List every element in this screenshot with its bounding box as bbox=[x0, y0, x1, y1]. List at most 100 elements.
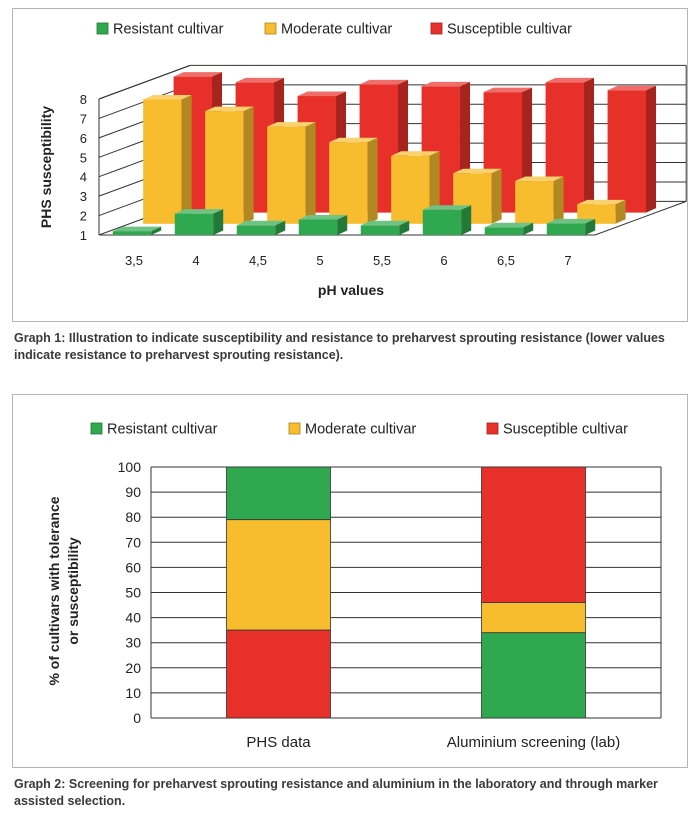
bar-side bbox=[585, 218, 596, 235]
graph2-caption: Graph 2: Screening for preharvest sprout… bbox=[14, 777, 658, 808]
y-tick-label: 7 bbox=[80, 111, 87, 126]
x-tick-label: 6,5 bbox=[497, 253, 515, 268]
legend-item: Susceptible cultivar bbox=[430, 22, 572, 38]
bar-top bbox=[545, 77, 595, 83]
bar-top bbox=[329, 137, 378, 143]
series-2 bbox=[226, 466, 586, 719]
bar-front bbox=[143, 99, 182, 224]
bar-top bbox=[359, 79, 409, 85]
y-tick-label: 30 bbox=[125, 635, 141, 651]
x-tick-label: 3,5 bbox=[125, 253, 143, 268]
bar-top bbox=[391, 151, 440, 156]
y-tick-label: 10 bbox=[125, 685, 141, 701]
bar-side bbox=[461, 205, 472, 235]
bar-front bbox=[174, 213, 214, 235]
series-0 bbox=[112, 205, 596, 235]
y-tick-label: 8 bbox=[80, 92, 87, 107]
y-axis-title: % of cultivars with tolerance or suscepti… bbox=[46, 496, 81, 685]
legend-item: Moderate cultivar bbox=[264, 22, 392, 38]
y-axis-title: PHS susceptibility bbox=[38, 106, 54, 228]
bar-front bbox=[546, 223, 586, 235]
y-tick-label: 20 bbox=[125, 660, 141, 676]
legend-label: Resistant cultivar bbox=[107, 422, 218, 438]
bar-top bbox=[297, 91, 347, 97]
y-tick-label: 80 bbox=[125, 509, 141, 525]
bar-top bbox=[577, 199, 626, 205]
graph1-chart: 1 2 3 4 5 6 7 8 3,5 4 4,5 5 5,5 6 6,5 7 pH values PHS sus… bbox=[38, 22, 687, 298]
bar-side bbox=[491, 168, 502, 224]
bar bbox=[267, 122, 316, 224]
y-tick-label: 70 bbox=[125, 534, 141, 550]
top-side-edge bbox=[98, 64, 191, 100]
y-tick-label: 3 bbox=[80, 189, 87, 204]
stacked-segment bbox=[226, 519, 331, 631]
y-tick-label: 5 bbox=[80, 150, 87, 165]
graph1-panel: 1 2 3 4 5 6 7 8 3,5 4 4,5 5 5,5 6 6,5 7 pH values PHS sus… bbox=[12, 8, 688, 322]
legend-label: Moderate cultivar bbox=[305, 422, 416, 438]
bar-side bbox=[615, 199, 626, 224]
stacked-segment bbox=[481, 632, 586, 719]
legend-swatch bbox=[90, 422, 103, 435]
y-tick-label: 100 bbox=[118, 459, 142, 475]
floor-right-edge bbox=[594, 200, 687, 236]
bar-front bbox=[515, 181, 554, 224]
x-tick-label: 6 bbox=[440, 253, 447, 268]
y-axis-title-line: or susceptibility bbox=[65, 537, 81, 645]
bar-top bbox=[112, 226, 162, 232]
bar-side bbox=[181, 94, 192, 224]
bar-side bbox=[523, 222, 534, 235]
bar-front bbox=[298, 219, 338, 235]
bar-side bbox=[553, 176, 564, 224]
legend-item: Resistant cultivar bbox=[90, 422, 218, 438]
y-tick-label: 6 bbox=[80, 131, 87, 146]
bar-side bbox=[367, 137, 378, 224]
bar bbox=[422, 205, 472, 235]
y-axis-title-line: % of cultivars with tolerance bbox=[46, 496, 62, 685]
x-tick-label: PHS data bbox=[246, 734, 311, 751]
y-tick-label: 90 bbox=[125, 484, 141, 500]
stacked-segment bbox=[481, 602, 586, 634]
bar bbox=[546, 218, 596, 235]
x-tick-label: Aluminium screening (lab) bbox=[447, 734, 620, 751]
bar-side bbox=[275, 220, 286, 235]
bar-side bbox=[399, 220, 410, 235]
bar-side bbox=[584, 77, 595, 213]
bar-side bbox=[305, 122, 316, 224]
bar bbox=[329, 137, 378, 224]
bar-top bbox=[546, 218, 596, 224]
x-tick-label: 5,5 bbox=[373, 253, 391, 268]
series-1 bbox=[143, 94, 626, 224]
bar-top bbox=[298, 214, 348, 220]
legend-swatch bbox=[264, 22, 277, 35]
bar bbox=[515, 176, 564, 224]
bar-side bbox=[151, 226, 162, 235]
legend-swatch bbox=[96, 22, 109, 35]
legend-swatch bbox=[288, 422, 301, 435]
y-tick-label: 2 bbox=[80, 209, 87, 224]
y-tick-label: 40 bbox=[125, 610, 141, 626]
bar-side bbox=[646, 85, 657, 213]
x-tick-label: 4,5 bbox=[249, 253, 267, 268]
bar-top bbox=[483, 87, 533, 93]
bar-top bbox=[205, 106, 254, 112]
stacked-segment bbox=[226, 466, 331, 521]
x-axis-title: pH values bbox=[318, 282, 384, 298]
bar-front bbox=[484, 227, 524, 235]
legend-item: Moderate cultivar bbox=[288, 422, 416, 438]
bar-front bbox=[205, 111, 244, 224]
legend-swatch bbox=[486, 422, 499, 435]
legend-item: Resistant cultivar bbox=[96, 22, 224, 38]
x-tick-label: 5 bbox=[316, 253, 323, 268]
legend-label: Susceptible cultivar bbox=[503, 422, 628, 438]
bar-front bbox=[422, 209, 462, 235]
bar-side bbox=[337, 214, 348, 235]
stacked-segment bbox=[226, 629, 331, 719]
x-tick-label: 7 bbox=[564, 253, 571, 268]
y-tick-label: 60 bbox=[125, 559, 141, 575]
bar-side bbox=[213, 209, 224, 235]
bar-top bbox=[235, 77, 285, 83]
bar bbox=[607, 85, 657, 213]
bar-top bbox=[174, 209, 224, 214]
bar bbox=[484, 222, 534, 235]
stacked-segment bbox=[481, 466, 586, 603]
